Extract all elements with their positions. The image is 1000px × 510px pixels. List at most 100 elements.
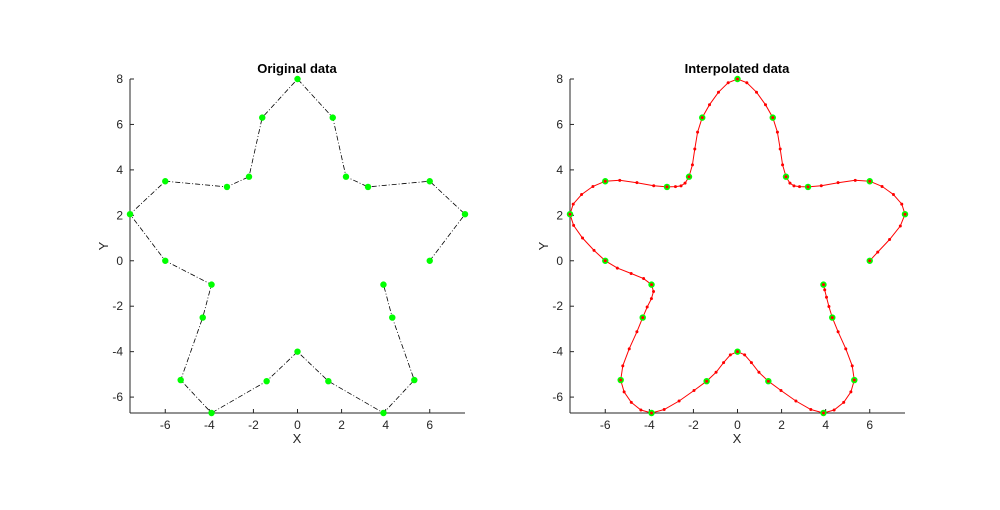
y-tick-label: 0	[556, 254, 563, 268]
interpolated-point	[568, 212, 572, 216]
data-point	[208, 409, 215, 417]
interpolated-point	[868, 259, 872, 263]
interpolated-point	[618, 178, 622, 182]
interpolated-point	[743, 353, 747, 357]
interpolated-point	[581, 236, 585, 240]
x-axis-label: X	[733, 431, 742, 446]
interpolated-point	[819, 184, 823, 188]
interpolated-point	[652, 290, 656, 294]
x-tick-label: 0	[294, 418, 301, 432]
x-tick-label: -2	[248, 418, 259, 432]
interpolated-point	[679, 184, 683, 188]
interpolated-point	[766, 379, 770, 383]
x-tick-label: -4	[644, 418, 655, 432]
interpolated-point	[690, 163, 694, 167]
interpolated-point	[876, 250, 880, 254]
x-tick-label: 0	[734, 418, 741, 432]
interpolated-point	[650, 411, 654, 415]
data-point	[208, 281, 215, 288]
interpolated-point	[853, 178, 857, 182]
y-tick-label: -6	[552, 390, 563, 404]
interpolated-point	[898, 224, 902, 228]
interpolated-point	[836, 181, 840, 185]
interpolated-point	[806, 185, 810, 189]
interpolated-point	[708, 103, 712, 107]
y-tick-label: 2	[116, 208, 123, 222]
data-point	[294, 75, 301, 83]
interpolated-point	[683, 181, 687, 185]
interpolated-point	[603, 179, 607, 183]
y-tick-label: 2	[556, 208, 563, 222]
interpolated-point	[903, 212, 907, 216]
data-point	[389, 314, 396, 321]
interpolated-point	[794, 399, 798, 403]
interpolated-point	[900, 202, 904, 206]
interpolated-point	[728, 353, 732, 357]
interpolated-point	[832, 408, 836, 412]
y-tick-label: -4	[112, 345, 123, 359]
data-point	[342, 173, 350, 180]
interpolated-point	[639, 408, 643, 412]
x-tick-label: -4	[204, 418, 215, 432]
data-point	[162, 257, 169, 264]
interpolated-point	[673, 185, 677, 189]
chart-title: Original data	[257, 61, 337, 76]
data-point	[411, 376, 418, 384]
data-point	[126, 210, 134, 218]
interpolated-point	[798, 185, 802, 189]
interpolated-point	[700, 116, 704, 120]
interpolated-point	[763, 103, 767, 107]
interpolated-point	[580, 192, 584, 196]
interpolated-point	[849, 390, 853, 394]
interpolated-point	[619, 378, 623, 382]
interpolated-point	[629, 400, 633, 404]
interpolated-point	[693, 147, 697, 151]
data-point	[245, 173, 253, 180]
interpolated-point	[696, 130, 700, 134]
y-tick-label: 6	[556, 117, 563, 131]
y-tick-label: 4	[116, 163, 123, 177]
data-point	[426, 257, 433, 264]
interpolated-point	[827, 304, 831, 308]
interpolated-point	[572, 223, 576, 227]
interpolated-point	[781, 163, 785, 167]
data-point	[162, 178, 169, 185]
interpolated-point	[642, 277, 646, 281]
y-axis-label: Y	[96, 241, 111, 250]
interpolated-point	[622, 390, 626, 394]
x-tick-label: 2	[778, 418, 785, 432]
interpolated-point	[716, 90, 720, 94]
interpolated-point	[821, 283, 825, 287]
data-point	[325, 377, 332, 385]
interpolated-point	[784, 175, 788, 179]
interpolated-point	[891, 192, 895, 196]
y-tick-label: -2	[112, 299, 123, 313]
data-point	[380, 281, 387, 288]
interpolated-point	[868, 179, 872, 183]
y-tick-label: -6	[112, 390, 123, 404]
interpolated-point	[615, 266, 619, 270]
interpolated-point	[736, 350, 739, 354]
interpolated-point	[649, 297, 653, 301]
interpolated-point	[592, 248, 596, 252]
interpolated-point	[662, 408, 666, 412]
data-point	[329, 114, 336, 121]
interpolated-point	[692, 389, 696, 393]
interpolated-point	[652, 184, 656, 188]
interpolated-point	[749, 361, 753, 365]
interpolated-point	[650, 283, 654, 287]
x-tick-label: -6	[160, 418, 171, 432]
chart-title: Interpolated data	[685, 61, 791, 76]
interpolated-point	[687, 175, 691, 179]
interpolated-point	[771, 116, 775, 120]
x-tick-label: 4	[822, 418, 829, 432]
interpolated-point	[621, 364, 625, 368]
interpolated-point	[635, 181, 639, 185]
x-axis-label: X	[293, 431, 302, 446]
x-tick-label: -2	[688, 418, 699, 432]
x-tick-label: 2	[338, 418, 345, 432]
interpolated-point	[645, 305, 649, 309]
series-line	[129, 78, 466, 414]
y-tick-label: -4	[552, 345, 563, 359]
